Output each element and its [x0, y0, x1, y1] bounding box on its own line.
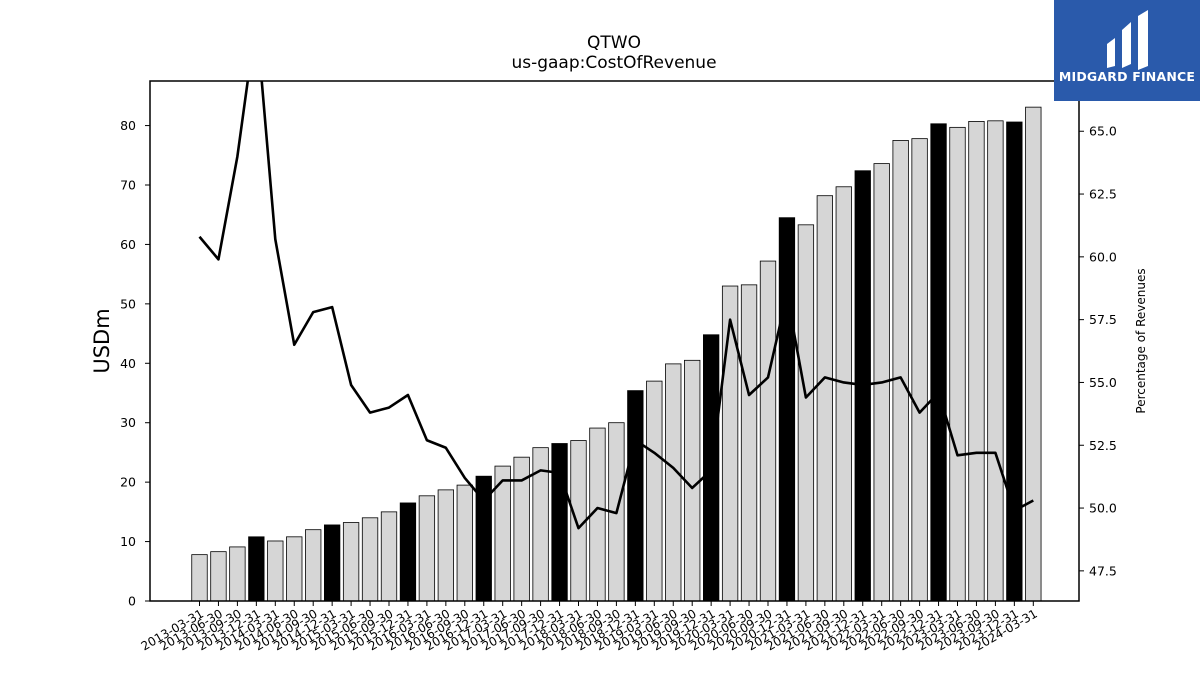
bar-2022-09-30 — [911, 138, 928, 602]
y-tick-label: 50 — [120, 296, 136, 311]
bar-2023-06-30 — [968, 121, 985, 602]
bar-2021-09-30 — [835, 186, 852, 602]
bar-series — [191, 106, 1042, 602]
bar-2020-09-30 — [759, 260, 777, 602]
bar-2015-09-30 — [380, 511, 398, 602]
bar-2023-03-31 — [949, 126, 966, 602]
chart-subtitle: us-gaap:CostOfRevenue — [511, 53, 716, 73]
bar-2023-12-31 — [1006, 121, 1023, 602]
bar-2019-03-31 — [646, 380, 663, 602]
bar-2014-12-31 — [323, 524, 341, 602]
plot-frame — [149, 80, 1080, 602]
line-series — [198, 81, 1034, 530]
y-axis-label: USDm — [90, 308, 114, 373]
y-tick-label: 0 — [128, 594, 136, 609]
bar-2016-03-31 — [418, 495, 436, 602]
y2-axis-ticks: 47.5 50.0 52.5 55.0 57.5 60.0 62.5 65.0 — [1079, 124, 1117, 578]
bar-2021-06-30 — [816, 195, 833, 602]
y2-tick-label: 47.5 — [1089, 563, 1117, 578]
y-tick-label: 40 — [120, 356, 136, 371]
logo-mark-icon — [1107, 10, 1148, 70]
bar-2016-09-30 — [456, 484, 473, 602]
y2-tick-label: 55.0 — [1089, 375, 1117, 390]
bar-2014-09-30 — [305, 529, 322, 602]
bar-2013-09-30 — [229, 546, 246, 602]
y2-tick-label: 62.5 — [1089, 187, 1117, 202]
bar-2021-03-31 — [797, 224, 815, 602]
logo-text: MIDGARD FINANCE — [1058, 69, 1196, 84]
bar-2020-12-31 — [778, 217, 796, 602]
bar-2022-06-30 — [892, 140, 909, 602]
bar-2022-12-31 — [930, 123, 947, 602]
bar-2014-06-30 — [286, 536, 303, 602]
y2-tick-label: 65.0 — [1089, 124, 1117, 139]
bar-2023-09-30 — [987, 120, 1004, 602]
bar-2014-03-31 — [267, 540, 284, 602]
midgard-finance-logo: MIDGARD FINANCE — [1054, 0, 1200, 101]
bar-2020-03-31 — [721, 285, 739, 602]
bar-2019-06-30 — [665, 363, 682, 602]
y2-tick-label: 57.5 — [1089, 312, 1117, 327]
y-axis-ticks: 0 10 20 30 40 50 60 70 80 — [120, 118, 150, 609]
bar-2024-03-31 — [1025, 106, 1042, 602]
y2-axis-label: Percentage of Revenues — [1134, 268, 1148, 413]
bar-2013-03-31 — [191, 554, 208, 602]
y-tick-label: 80 — [120, 118, 136, 133]
bar-2017-12-31 — [551, 443, 568, 602]
y-tick-label: 70 — [120, 178, 136, 193]
y-tick-label: 20 — [120, 475, 136, 490]
y2-tick-label: 60.0 — [1089, 249, 1117, 264]
bar-2020-06-30 — [740, 284, 758, 602]
bar-2016-06-30 — [437, 489, 455, 602]
bar-2015-12-31 — [399, 502, 417, 602]
chart-title: QTWO — [587, 33, 641, 53]
bar-2018-12-31 — [627, 390, 644, 602]
bar-2015-06-30 — [361, 517, 379, 602]
y-tick-label: 60 — [120, 237, 136, 252]
bar-2013-12-31 — [248, 536, 265, 602]
bar-2015-03-31 — [342, 522, 360, 602]
bar-2013-06-30 — [210, 551, 227, 602]
y2-tick-label: 50.0 — [1089, 501, 1117, 516]
percentage-line — [198, 81, 1034, 530]
y2-tick-label: 52.5 — [1089, 438, 1117, 453]
y-tick-label: 30 — [120, 415, 136, 430]
x-axis-ticks: 2013-03-312013-06-302013-09-302013-12-31… — [139, 601, 1040, 653]
y-tick-label: 10 — [120, 534, 136, 549]
